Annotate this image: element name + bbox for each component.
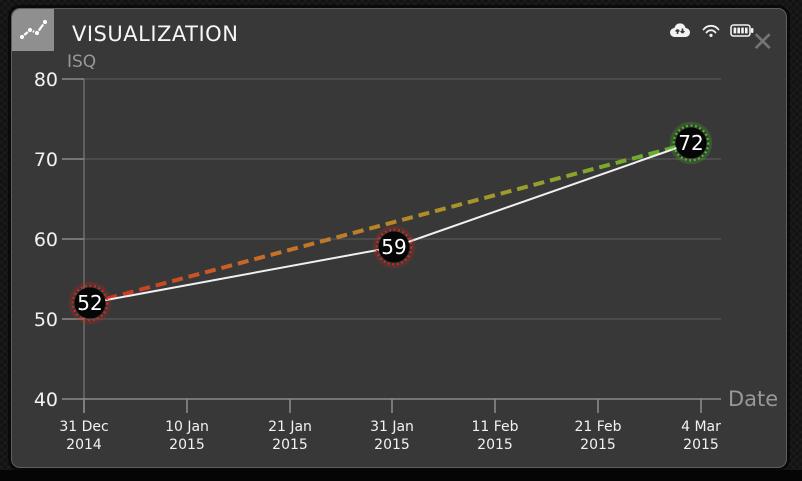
marker-value: 72 [678,131,703,155]
y-tick-labels: 80 70 60 50 40 [34,69,58,411]
svg-text:31 Jan: 31 Jan [370,419,414,435]
svg-text:2015: 2015 [683,437,719,453]
svg-text:2015: 2015 [477,437,513,453]
gridlines [84,78,721,320]
svg-text:2015: 2015 [272,437,308,453]
svg-text:2015: 2015 [169,437,205,453]
battery-icon [730,23,754,42]
status-icon-row [667,21,754,43]
cloud-sync-icon [667,21,692,43]
close-button[interactable]: ✕ [751,27,774,58]
page-title: VISUALIZATION [72,22,239,46]
isq-line-chart: ISQ Date 80 70 60 50 40 31 Dec 2014 10 J… [34,52,778,453]
svg-text:40: 40 [34,389,58,411]
axes [62,78,721,413]
svg-text:60: 60 [34,229,58,251]
svg-text:80: 80 [34,69,58,91]
svg-text:21 Jan: 21 Jan [268,419,312,435]
svg-text:2015: 2015 [374,437,410,453]
data-point-72[interactable]: 72 [669,121,713,165]
data-point-59[interactable]: 59 [372,225,416,269]
svg-text:70: 70 [34,149,58,171]
data-point-52[interactable]: 52 [68,281,112,325]
svg-text:21 Feb: 21 Feb [574,419,621,435]
marker-value: 59 [381,235,406,259]
bottom-black-bar [0,470,802,481]
line-chart-icon [12,9,54,51]
svg-text:4 Mar: 4 Mar [681,419,721,435]
x-tick-labels: 31 Dec 2014 10 Jan 2015 21 Jan 2015 31 J… [59,419,721,453]
wifi-icon [701,22,721,42]
svg-text:50: 50 [34,309,58,331]
marker-ring [71,284,109,322]
trend-dashed-line [89,141,692,305]
marker-ring [672,124,710,162]
visualization-window: VISUALIZATION [11,8,787,468]
svg-text:31 Dec: 31 Dec [59,419,108,435]
svg-text:10 Jan: 10 Jan [165,419,209,435]
svg-text:11 Feb: 11 Feb [471,419,518,435]
svg-text:2015: 2015 [580,437,616,453]
marker-ring [375,228,413,266]
svg-text:2014: 2014 [66,437,102,453]
x-axis-title: Date [728,387,778,411]
marker-value: 52 [77,291,102,315]
y-axis-title: ISQ [67,52,96,72]
